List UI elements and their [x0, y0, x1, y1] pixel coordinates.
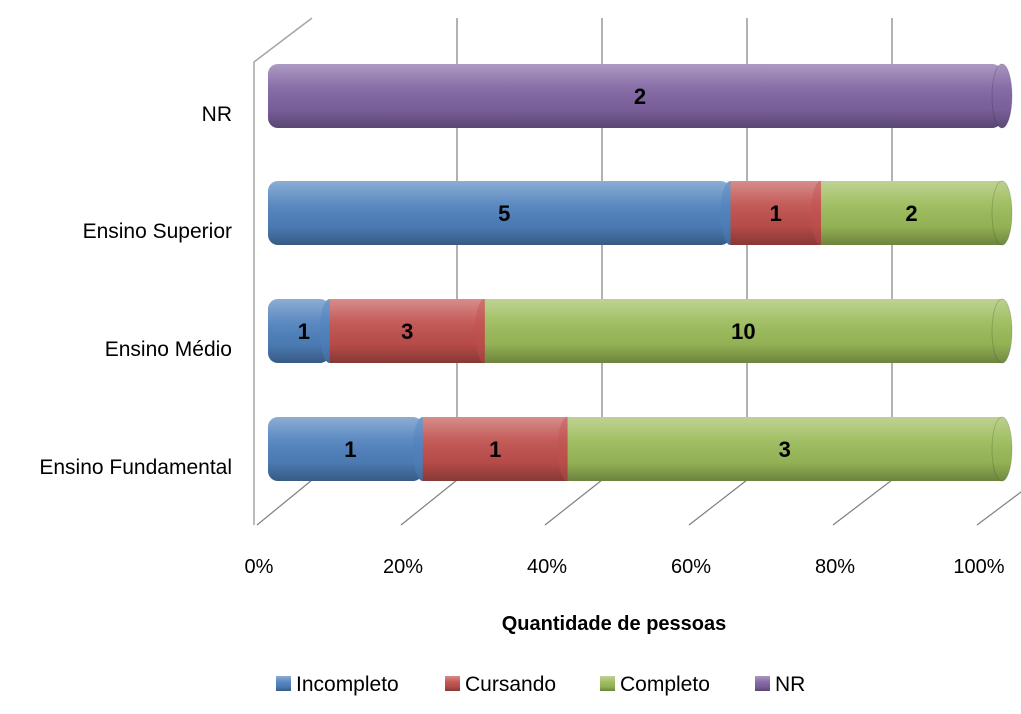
data-label-incompleto-ensino-fundamental: 1: [344, 437, 356, 462]
floor-gridline: [400, 479, 458, 526]
bar-shading: [268, 299, 330, 363]
floor-gridline: [976, 491, 1021, 526]
x-tick-label: 60%: [671, 556, 711, 578]
legend-label: Completo: [620, 673, 710, 696]
bar-cap-shading: [992, 64, 1012, 128]
x-tick-label: 80%: [815, 556, 855, 578]
category-label-nr: NR: [202, 103, 232, 126]
y-axis-wall: [253, 17, 313, 525]
bar-shading: [422, 417, 568, 481]
axes-layer: [253, 17, 313, 525]
legend-label: Incompleto: [296, 673, 399, 696]
legend-swatch-shading: [276, 676, 291, 691]
legend-item-cursando: Cursando: [445, 673, 556, 696]
legend-item-incompleto: Incompleto: [276, 673, 399, 696]
bar-end-outline: [991, 416, 1013, 482]
x-tick-label: 20%: [383, 556, 423, 578]
data-label-nr-nr: 2: [634, 84, 646, 109]
bar-cap-shading: [992, 417, 1012, 481]
bar-shading: [268, 417, 423, 481]
bar-end-outline: [991, 63, 1013, 129]
legend-label: Cursando: [465, 673, 556, 696]
data-labels: 1 1 3 1 3 10 5 1 2 2: [298, 84, 918, 462]
category-label-ensino-fundamental: Ensino Fundamental: [39, 456, 232, 479]
floor-gridline: [544, 479, 603, 526]
category-labels: Ensino Fundamental Ensino Médio Ensino Sup…: [39, 103, 232, 479]
legend-label: NR: [775, 673, 805, 696]
category-label-ensino-medio: Ensino Médio: [105, 338, 232, 361]
data-label-cursando-ensino-superior: 1: [770, 201, 782, 226]
bar-shading: [821, 181, 1002, 245]
x-axis-title: Quantidade de pessoas: [502, 613, 727, 635]
floor-gridline: [688, 479, 748, 526]
bar-cap-shading: [992, 299, 1012, 363]
data-label-cursando-ensino-fundamental: 1: [489, 437, 501, 462]
data-label-incompleto-ensino-medio: 1: [298, 319, 310, 344]
bar-shading: [268, 181, 731, 245]
legend-swatch-shading: [755, 676, 770, 691]
legend-swatch-shading: [600, 676, 615, 691]
legend-swatch-shading: [445, 676, 460, 691]
x-tick-label: 40%: [527, 556, 567, 578]
x-tick-label: 100%: [953, 556, 1004, 578]
bar-end-outline: [991, 298, 1013, 364]
data-label-completo-ensino-fundamental: 3: [779, 437, 791, 462]
bar-shading: [567, 417, 1002, 481]
data-label-incompleto-ensino-superior: 5: [498, 201, 510, 226]
bar-shading: [730, 181, 821, 245]
bar-shading: [329, 299, 485, 363]
legend: Incompleto Cursando Completo NR: [276, 673, 805, 696]
bars-layer: [268, 63, 1013, 482]
bar-end-outline: [991, 180, 1013, 246]
category-label-ensino-superior: Ensino Superior: [83, 220, 232, 243]
x-tick-label: 0%: [245, 556, 274, 578]
data-label-completo-ensino-medio: 10: [731, 319, 755, 344]
x-tick-labels: 0% 20% 40% 60% 80% 100%: [245, 556, 1005, 578]
floor-gridline: [832, 479, 893, 526]
bar-cap-shading: [992, 181, 1012, 245]
legend-item-completo: Completo: [600, 673, 710, 696]
floor-gridline: [256, 479, 313, 526]
data-label-cursando-ensino-medio: 3: [401, 319, 413, 344]
legend-item-nr: NR: [755, 673, 805, 696]
data-label-completo-ensino-superior: 2: [905, 201, 917, 226]
bar-shading: [484, 299, 1002, 363]
bar-shading: [268, 64, 1002, 128]
